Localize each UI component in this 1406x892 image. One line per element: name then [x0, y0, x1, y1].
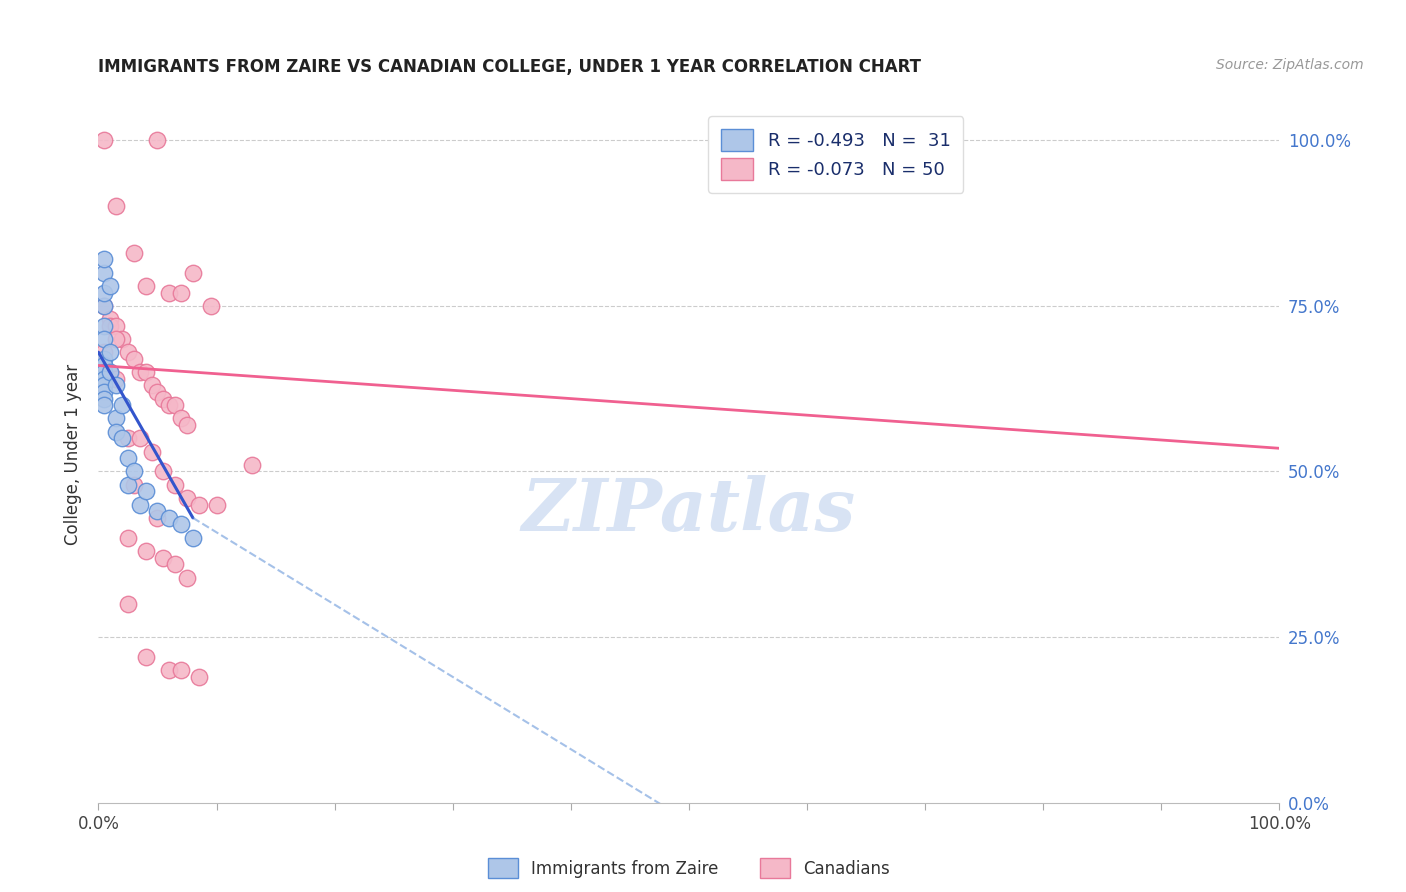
- Point: [165, 477, 187, 491]
- Point: [93, 332, 115, 346]
- Point: [122, 465, 145, 479]
- Text: ZIPatlas: ZIPatlas: [522, 475, 856, 546]
- Point: [181, 531, 204, 545]
- Point: [117, 531, 139, 545]
- Y-axis label: College, Under 1 year: College, Under 1 year: [65, 364, 83, 546]
- Point: [98, 279, 121, 293]
- Point: [170, 285, 193, 300]
- Point: [105, 332, 128, 346]
- Point: [200, 299, 222, 313]
- Point: [111, 398, 134, 412]
- Point: [93, 378, 115, 392]
- Point: [187, 498, 209, 512]
- Point: [117, 345, 139, 359]
- Point: [105, 199, 128, 213]
- Legend: Immigrants from Zaire, Canadians: Immigrants from Zaire, Canadians: [481, 851, 897, 885]
- Point: [152, 550, 174, 565]
- Point: [105, 318, 128, 333]
- Point: [141, 444, 163, 458]
- Point: [117, 431, 139, 445]
- Point: [135, 279, 157, 293]
- Point: [165, 558, 187, 572]
- Point: [128, 365, 150, 379]
- Point: [176, 491, 198, 505]
- Point: [105, 378, 128, 392]
- Point: [98, 365, 121, 379]
- Point: [135, 484, 157, 499]
- Point: [117, 597, 139, 611]
- Point: [122, 477, 145, 491]
- Point: [93, 133, 115, 147]
- Point: [93, 365, 115, 379]
- Point: [146, 504, 169, 518]
- Point: [170, 411, 193, 425]
- Point: [157, 398, 180, 412]
- Point: [181, 266, 204, 280]
- Point: [135, 365, 157, 379]
- Point: [93, 266, 115, 280]
- Point: [146, 511, 169, 525]
- Point: [93, 299, 115, 313]
- Point: [135, 544, 157, 558]
- Point: [98, 345, 121, 359]
- Point: [152, 465, 174, 479]
- Point: [187, 670, 209, 684]
- Point: [105, 372, 128, 386]
- Point: [93, 392, 115, 406]
- Point: [98, 318, 121, 333]
- Point: [170, 517, 193, 532]
- Point: [157, 511, 180, 525]
- Point: [117, 477, 139, 491]
- Point: [176, 570, 198, 584]
- Point: [93, 372, 115, 386]
- Point: [176, 418, 198, 433]
- Point: [93, 285, 115, 300]
- Point: [93, 299, 115, 313]
- Point: [117, 451, 139, 466]
- Point: [146, 384, 169, 399]
- Point: [165, 398, 187, 412]
- Point: [93, 384, 115, 399]
- Point: [157, 663, 180, 677]
- Point: [98, 312, 121, 326]
- Point: [93, 318, 115, 333]
- Point: [128, 431, 150, 445]
- Point: [122, 351, 145, 366]
- Point: [105, 425, 128, 439]
- Point: [170, 663, 193, 677]
- Point: [93, 252, 115, 267]
- Point: [93, 345, 115, 359]
- Point: [146, 133, 169, 147]
- Point: [141, 378, 163, 392]
- Point: [98, 365, 121, 379]
- Point: [93, 398, 115, 412]
- Point: [93, 351, 115, 366]
- Point: [240, 458, 263, 472]
- Text: Source: ZipAtlas.com: Source: ZipAtlas.com: [1216, 58, 1364, 72]
- Point: [111, 332, 134, 346]
- Point: [122, 245, 145, 260]
- Point: [105, 411, 128, 425]
- Point: [135, 650, 157, 665]
- Point: [205, 498, 228, 512]
- Text: IMMIGRANTS FROM ZAIRE VS CANADIAN COLLEGE, UNDER 1 YEAR CORRELATION CHART: IMMIGRANTS FROM ZAIRE VS CANADIAN COLLEG…: [98, 58, 921, 76]
- Point: [93, 359, 115, 373]
- Point: [152, 392, 174, 406]
- Point: [157, 285, 180, 300]
- Point: [128, 498, 150, 512]
- Point: [111, 431, 134, 445]
